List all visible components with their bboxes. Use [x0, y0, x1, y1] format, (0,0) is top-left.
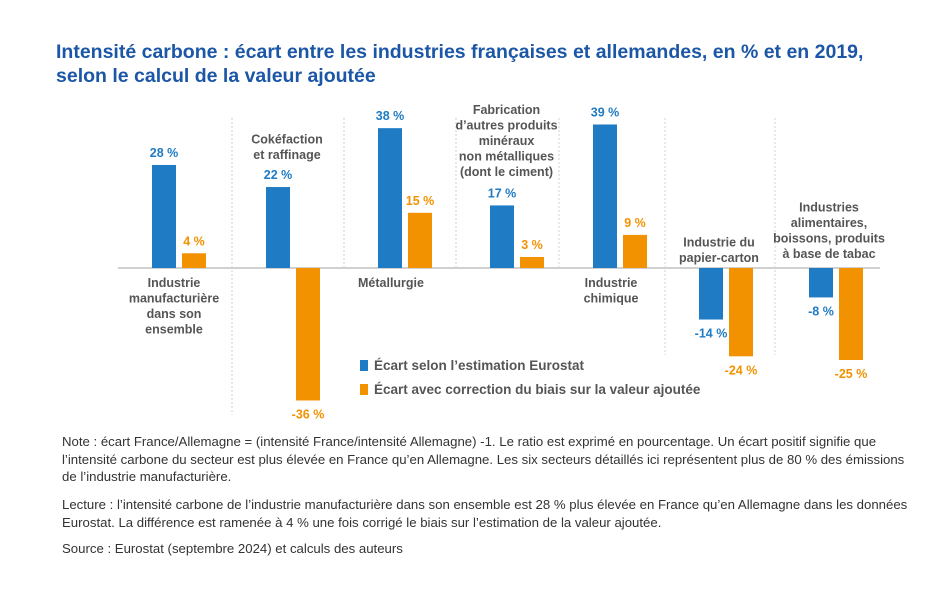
category-label-3: (dont le ciment) [460, 165, 553, 179]
bar-corrected-5 [729, 268, 753, 357]
data-label-eurostat-6: -8 % [808, 304, 834, 318]
legend-swatch-1 [360, 384, 368, 395]
chart-title: Intensité carbone : écart entre les indu… [56, 41, 864, 87]
bar-eurostat-1 [266, 187, 290, 268]
data-label-corrected-6: -25 % [835, 367, 868, 381]
category-label-0: dans son [147, 307, 202, 321]
legend-label-1: Écart avec correction du biais sur la va… [374, 382, 701, 397]
chart-reading-note: Lecture : l’intensité carbone de l’indus… [62, 497, 908, 530]
data-label-eurostat-2: 38 % [376, 109, 405, 123]
category-label-6: à base de tabac [782, 247, 875, 261]
category-label-4: chimique [584, 292, 639, 306]
bar-eurostat-2 [378, 128, 402, 268]
category-label-4: Industrie [585, 276, 638, 290]
bar-corrected-0 [182, 253, 206, 268]
data-label-eurostat-3: 17 % [488, 186, 517, 200]
legend-label-0: Écart selon l’estimation Eurostat [374, 358, 585, 373]
category-label-5: papier-carton [679, 251, 759, 265]
chart-source: Source : Eurostat (septembre 2024) et ca… [62, 541, 403, 556]
category-label-2: Métallurgie [358, 276, 424, 290]
bar-corrected-3 [520, 256, 544, 268]
category-label-3: non métalliques [459, 150, 554, 164]
category-label-0: manufacturière [129, 292, 219, 306]
bar-chart: 28 % 22 % 38 % 17 % 39 % -14 % -8 % 4 % -36 % 15 … [118, 103, 885, 421]
category-label-1: et raffinage [253, 148, 320, 162]
data-label-corrected-4: 9 % [624, 216, 646, 230]
category-label-5: Industrie du [683, 236, 755, 250]
chart-note: Note : écart France/Allemagne = (intensi… [62, 434, 905, 484]
category-label-0: Industrie [148, 276, 201, 290]
bar-eurostat-0 [152, 164, 176, 268]
data-label-eurostat-1: 22 % [264, 168, 293, 182]
bar-corrected-2 [408, 212, 432, 268]
category-label-3: d’autres produits [455, 119, 557, 133]
data-label-corrected-1: -36 % [292, 407, 325, 421]
bar-eurostat-3 [490, 205, 514, 268]
data-label-eurostat-0: 28 % [150, 146, 179, 160]
bar-corrected-1 [296, 268, 320, 401]
data-label-eurostat-4: 39 % [591, 105, 620, 119]
data-label-corrected-3: 3 % [521, 238, 543, 252]
category-label-3: minéraux [479, 134, 535, 148]
data-label-corrected-0: 4 % [183, 234, 205, 248]
bar-eurostat-4 [593, 124, 617, 268]
data-label-corrected-2: 15 % [406, 194, 435, 208]
bar-eurostat-5 [699, 268, 723, 320]
category-label-3: Fabrication [473, 103, 540, 117]
category-label-1: Cokéfaction [251, 133, 323, 147]
data-label-corrected-5: -24 % [725, 363, 758, 377]
bar-eurostat-6 [809, 268, 833, 298]
bar-corrected-4 [623, 234, 647, 268]
category-label-6: Industries [799, 201, 859, 215]
bar-corrected-6 [839, 268, 863, 360]
category-label-0: ensemble [145, 323, 203, 337]
legend-swatch-0 [360, 360, 368, 371]
category-label-6: boissons, produits [773, 232, 885, 246]
data-label-eurostat-5: -14 % [695, 327, 728, 341]
category-label-6: alimentaires, [791, 216, 867, 230]
